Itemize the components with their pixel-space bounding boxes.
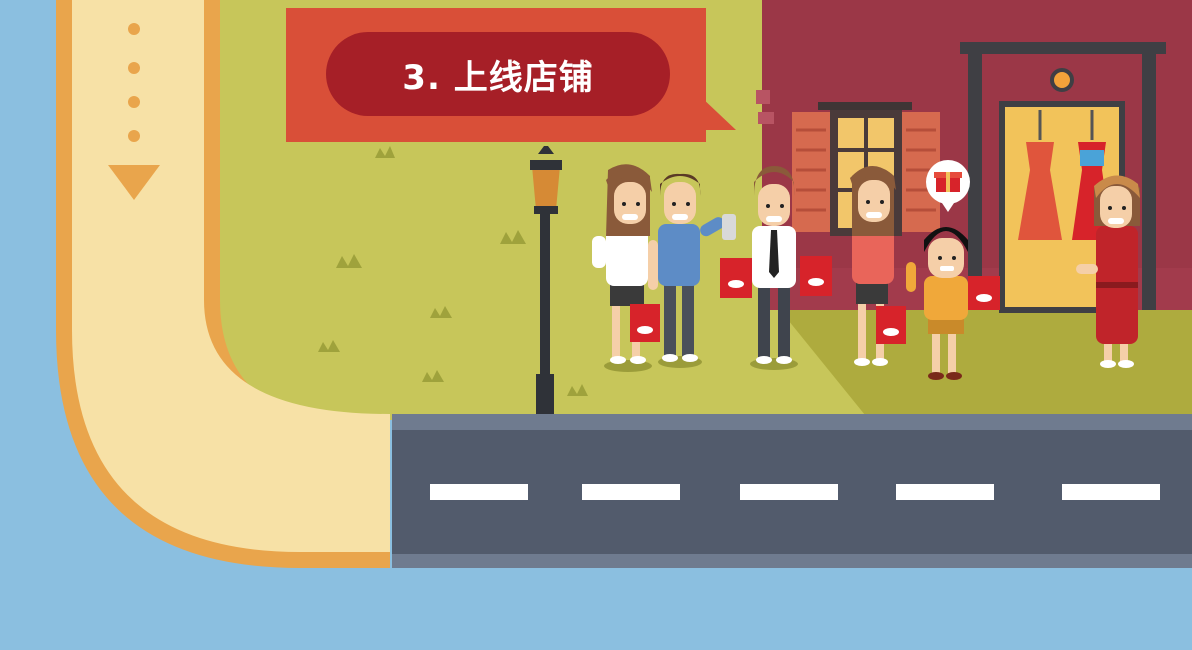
road-edge-bottom (392, 554, 1192, 568)
door-pillar-right (1142, 54, 1156, 310)
bag-logos (637, 278, 992, 336)
grass-tufts (318, 146, 588, 396)
gift-bubble-icon (926, 160, 970, 212)
shopper-woman-coral (850, 166, 906, 366)
wall-bricks (756, 90, 774, 124)
shop-assistant (1076, 175, 1140, 368)
shopper-man-tie (720, 166, 832, 370)
road-markings (430, 484, 1160, 500)
dress-left-icon (1018, 110, 1062, 240)
road-edge-top (392, 414, 1192, 430)
shutter-slats (796, 128, 936, 212)
title-banner (286, 8, 736, 142)
door-lamp-icon (1050, 68, 1074, 92)
door-pillar-left (968, 54, 982, 310)
window-sill-top (818, 102, 912, 110)
shopper-child (906, 227, 1000, 380)
path-arrow-icon (108, 165, 160, 200)
shopper-man-blue (658, 173, 736, 368)
path-dots (128, 23, 140, 142)
door-canopy (960, 42, 1166, 54)
street-lamp (530, 146, 562, 414)
shopper-woman-white (592, 164, 660, 372)
path-fill (72, 0, 390, 552)
window-shutter-left (792, 112, 830, 232)
banner-title: 3. 上线店铺 (402, 57, 594, 98)
